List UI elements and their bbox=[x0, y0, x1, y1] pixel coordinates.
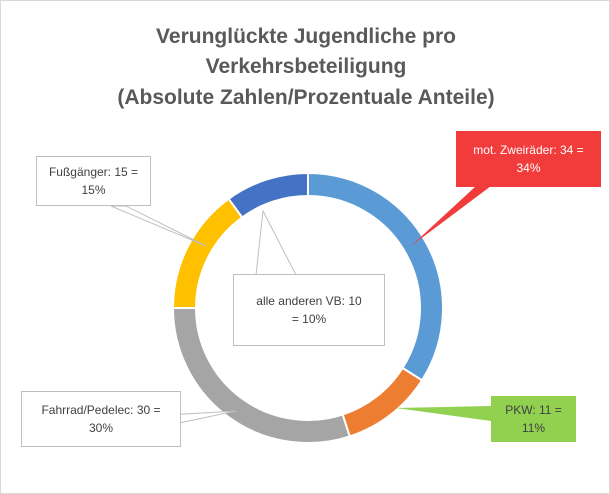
data-label: Fahrrad/Pedelec: 30 = 30% bbox=[21, 391, 181, 447]
donut-segment bbox=[227, 171, 309, 219]
chart-title: Verunglückte Jugendliche pro bbox=[156, 25, 456, 48]
donut-segment bbox=[341, 366, 424, 438]
donut-segment bbox=[171, 197, 244, 309]
callout-pointer bbox=[110, 205, 207, 247]
callout-pointer bbox=[396, 406, 491, 421]
callout-pointer bbox=[411, 186, 491, 246]
chart-title: (Absolute Zahlen/Prozentuale Anteile) bbox=[117, 86, 494, 109]
chart-title: Verkehrsbeteiligung bbox=[206, 55, 407, 78]
data-label: alle anderen VB: 10 = 10% bbox=[233, 274, 385, 346]
data-label: mot. Zweiräder: 34 = 34% bbox=[456, 131, 601, 187]
data-label: Fußgänger: 15 = 15% bbox=[36, 156, 151, 206]
callout-pointer bbox=[255, 209, 297, 276]
data-label: PKW: 11 = 11% bbox=[491, 396, 576, 442]
